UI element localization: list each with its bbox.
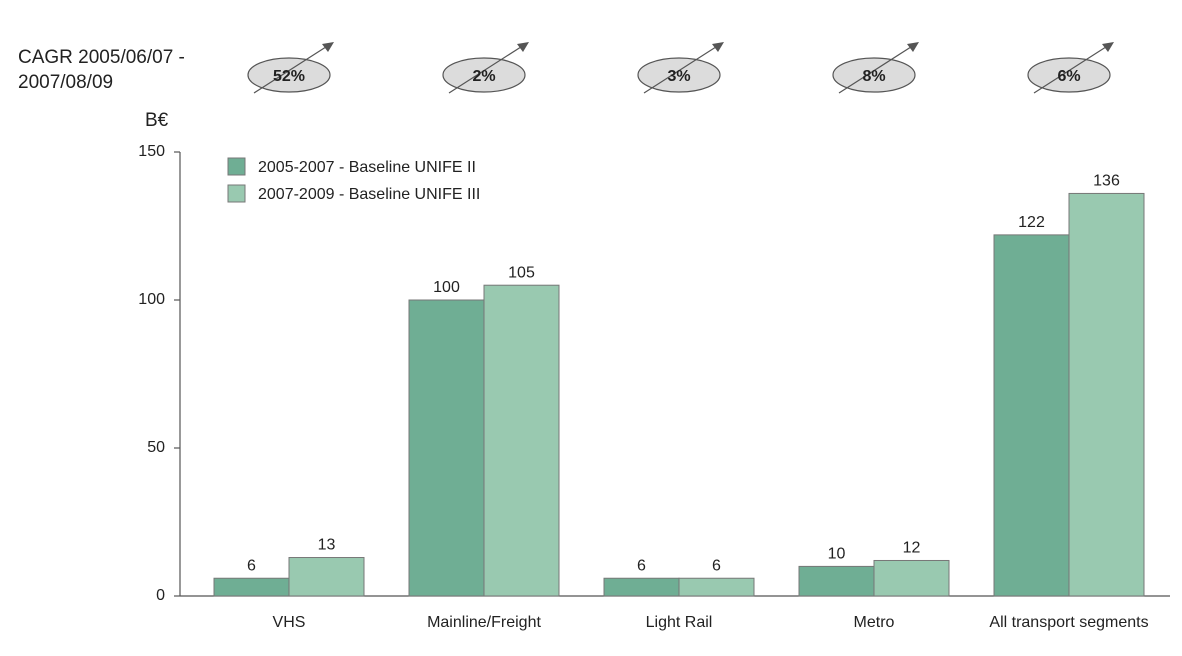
data-label: 122 [1018, 214, 1045, 231]
cagr-label: CAGR 2005/06/07 - [18, 47, 185, 68]
cagr-value: 2% [472, 68, 495, 85]
cagr-arrow [448, 44, 525, 94]
data-label: 6 [247, 557, 256, 574]
cagr-arrowhead [907, 42, 919, 52]
legend-label: 2005-2007 - Baseline UNIFE II [258, 159, 476, 176]
x-tick-label: Mainline/Freight [427, 614, 541, 631]
cagr-value: 8% [862, 68, 885, 85]
bar [288, 557, 365, 597]
bar [873, 559, 950, 597]
x-tick-label: Metro [854, 614, 895, 631]
cagr-arrow [838, 44, 915, 94]
bar [408, 299, 485, 597]
bar [1068, 192, 1145, 597]
cagr-arrow [643, 44, 720, 94]
x-tick-label: VHS [273, 614, 306, 631]
data-label: 10 [828, 546, 846, 563]
cagr-arrow [1033, 44, 1110, 94]
cagr-arrow [253, 44, 330, 94]
cagr-value: 3% [667, 68, 690, 85]
y-tick-label: 100 [138, 291, 165, 308]
legend-swatch [227, 157, 246, 176]
legend-label: 2007-2009 - Baseline UNIFE III [258, 186, 480, 203]
bar [483, 284, 560, 597]
y-axis-label: B€ [145, 110, 169, 131]
data-label: 136 [1093, 173, 1120, 190]
data-label: 6 [712, 557, 721, 574]
cagr-arrowhead [712, 42, 724, 52]
y-tick-label: 0 [156, 587, 165, 604]
cagr-arrowhead [322, 42, 334, 52]
data-label: 6 [637, 557, 646, 574]
cagr-label: 2007/08/09 [18, 72, 113, 93]
y-tick-label: 150 [138, 143, 165, 160]
data-label: 105 [508, 264, 535, 281]
data-label: 13 [318, 537, 336, 554]
cagr-value: 6% [1057, 68, 1080, 85]
bar [603, 577, 680, 597]
x-tick-label: All transport segments [989, 614, 1148, 631]
bar [678, 577, 755, 597]
legend-swatch [227, 184, 246, 203]
bar [993, 234, 1070, 597]
cagr-value: 52% [273, 68, 305, 85]
x-tick-label: Light Rail [646, 614, 713, 631]
cagr-arrowhead [1102, 42, 1114, 52]
bar [798, 565, 875, 597]
cagr-arrowhead [517, 42, 529, 52]
data-label: 100 [433, 279, 460, 296]
data-label: 12 [903, 540, 921, 557]
bar [213, 577, 290, 597]
y-tick-label: 50 [147, 439, 165, 456]
